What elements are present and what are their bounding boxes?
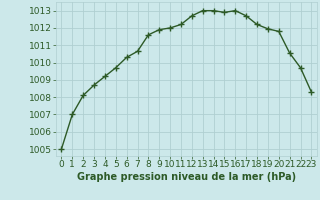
X-axis label: Graphe pression niveau de la mer (hPa): Graphe pression niveau de la mer (hPa) [77, 172, 296, 182]
